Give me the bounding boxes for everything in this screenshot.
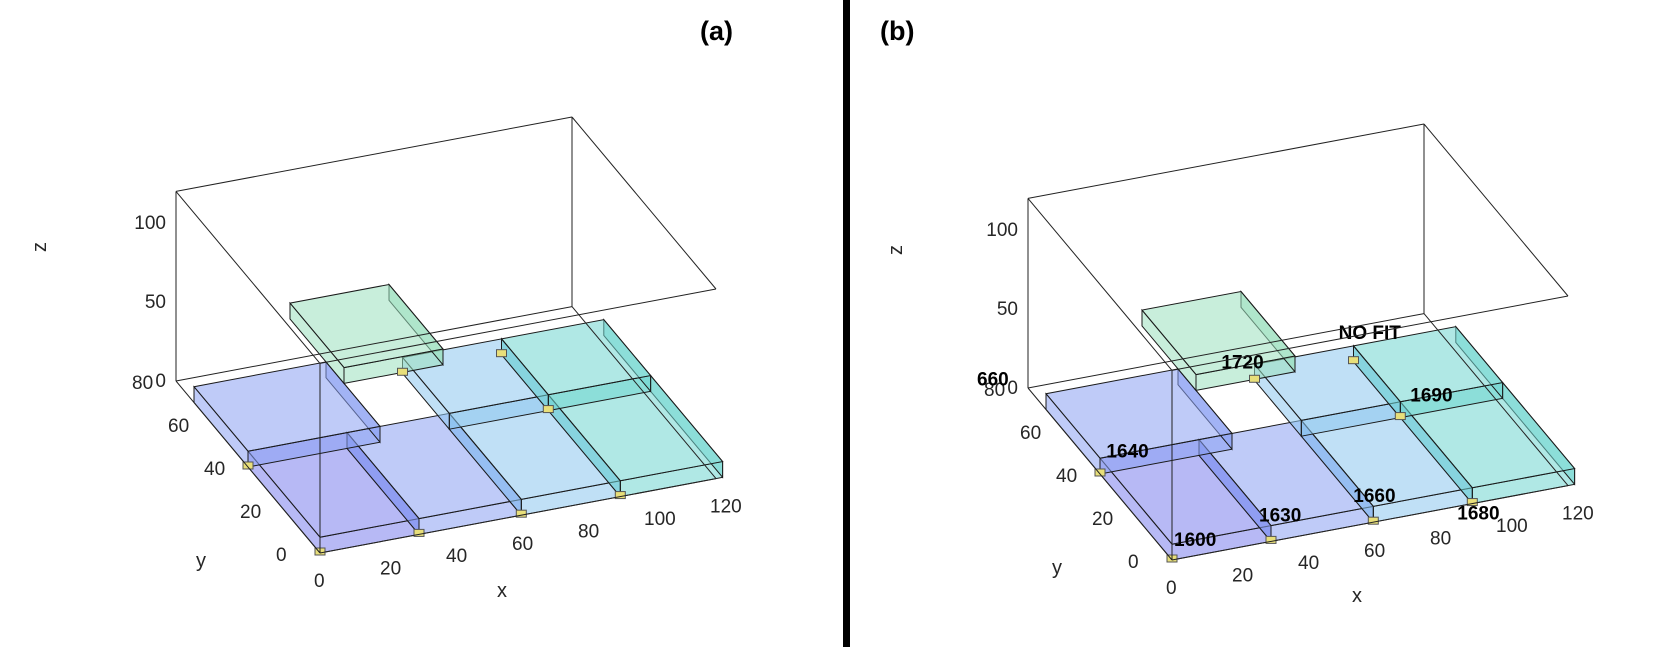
cost-annotation: 1720: [1221, 352, 1263, 373]
y-tick-label: 40: [1056, 466, 1077, 487]
top-left-edge: [175, 191, 321, 364]
x-tick-label: 80: [578, 521, 599, 542]
top-back-edge: [175, 116, 573, 192]
x-axis-label: x: [1352, 585, 1362, 607]
x-tick-label: 40: [1298, 553, 1319, 574]
z-axis-label: z: [29, 242, 51, 252]
box-origin-marker: [515, 509, 527, 518]
packed-box: [1141, 290, 1296, 392]
axis-y-line: [1027, 387, 1173, 561]
cost-annotation: 1660: [1353, 486, 1395, 507]
box-origin-marker: [1249, 374, 1260, 383]
box-origin-marker: [1094, 468, 1106, 477]
y-tick-label: 20: [1092, 509, 1113, 530]
panel-a: (a) 0 20 40 60 80 100 120 0 20 40 60 80 0 50 100 x y…: [29, 16, 742, 602]
axis-y-line: [175, 380, 321, 554]
axis-x-line: [319, 478, 717, 554]
y-tick-label: 40: [204, 459, 225, 480]
y-tick-label: 80: [132, 373, 153, 394]
box-origin-marker: [542, 405, 554, 414]
z-tick-label: 100: [134, 213, 166, 234]
packed-box: [193, 360, 381, 469]
packed-box: [289, 283, 444, 385]
box-origin-marker: [397, 367, 408, 376]
z-tick-label: 50: [997, 299, 1018, 320]
box-origin-marker: [1466, 498, 1478, 507]
cost-annotation: 660: [977, 370, 1009, 391]
box-origin-marker: [242, 461, 254, 470]
y-axis-label: y: [1052, 557, 1062, 579]
axes-frame: [175, 116, 717, 554]
top-right-edge: [571, 116, 717, 290]
top-front-edge: [319, 288, 717, 364]
panel-b: (b) 0 20 40 60 80 100 120 0 20 40 60 80 0 50 100 660…: [880, 16, 1594, 607]
top-right-edge: [1423, 123, 1569, 297]
cost-annotation: 1690: [1410, 386, 1452, 407]
x-tick-label: 120: [1562, 504, 1594, 525]
panel-label: (b): [880, 16, 914, 46]
x-axis-label: x: [497, 580, 507, 602]
x-tick-label: 60: [1364, 541, 1385, 562]
box-face: [501, 337, 549, 412]
packed-box: [1352, 325, 1504, 419]
x-tick-label: 100: [644, 509, 676, 530]
box-origin-marker: [614, 491, 626, 500]
cost-annotation: 1640: [1106, 442, 1148, 463]
x-tick-label: 60: [512, 534, 533, 555]
top-back-edge: [1027, 123, 1425, 199]
y-tick-label: 20: [240, 502, 261, 523]
y-tick-label: 60: [1020, 423, 1041, 444]
x-tick-label: 40: [446, 546, 467, 567]
right-bottom-edge: [1423, 313, 1569, 486]
y-tick-label: 0: [276, 545, 287, 566]
box-origin-marker: [496, 349, 507, 358]
back-bottom-edge: [175, 306, 573, 382]
panel-label: (a): [700, 16, 733, 46]
x-tick-label: 80: [1430, 528, 1451, 549]
packed-box: [500, 318, 652, 412]
z-tick-label: 100: [986, 220, 1018, 241]
panel-divider: [843, 0, 850, 647]
box-origin-marker: [1394, 412, 1406, 421]
box-origin-marker: [413, 528, 425, 537]
cost-annotation: 1630: [1259, 505, 1301, 526]
box-origin-marker: [1348, 356, 1359, 365]
z-tick-label: 50: [145, 292, 166, 313]
axis-x-line: [1171, 485, 1569, 561]
right-bottom-edge: [571, 306, 717, 479]
top-left-edge: [1027, 198, 1173, 371]
axes-frame: [1027, 123, 1569, 561]
back-bottom-edge: [1027, 313, 1425, 389]
x-tick-label: 20: [1232, 566, 1253, 587]
x-tick-label: 20: [380, 559, 401, 580]
z-tick-label: 0: [1007, 378, 1018, 399]
x-tick-label: 120: [710, 497, 742, 518]
y-axis-label: y: [196, 550, 206, 572]
box-origin-marker: [1265, 535, 1277, 544]
packed-box: [1045, 367, 1233, 476]
top-front-edge: [1171, 295, 1569, 371]
x-tick-label: 0: [1166, 578, 1177, 599]
box-face: [1141, 308, 1197, 392]
box-face: [1353, 344, 1401, 419]
y-tick-label: 0: [1128, 552, 1139, 573]
x-tick-label: 0: [314, 571, 325, 592]
cost-annotation: 1680: [1457, 504, 1499, 525]
cost-annotation: 1600: [1174, 530, 1216, 551]
z-tick-label: 0: [155, 371, 166, 392]
x-tick-label: 100: [1496, 516, 1528, 537]
z-axis-label: z: [885, 245, 907, 255]
box-face: [289, 301, 345, 385]
y-tick-label: 60: [168, 416, 189, 437]
y-tick-label: 80: [984, 380, 1005, 401]
box-origin-marker: [1367, 516, 1379, 525]
